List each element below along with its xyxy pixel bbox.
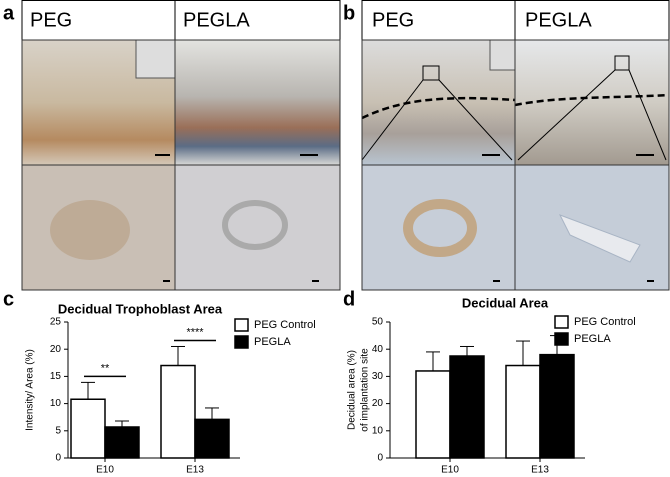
header-box <box>21 0 341 41</box>
y-tick-label: 25 <box>50 317 62 328</box>
zoom-line <box>361 79 424 161</box>
y-tick-label: 15 <box>50 371 62 382</box>
y-axis-label: Decidual area (%) <box>347 350 358 430</box>
legend-label: PEG Control <box>574 316 636 328</box>
y-tick-label: 0 <box>55 453 61 464</box>
boundary <box>514 93 670 107</box>
y-tick-label: 30 <box>372 371 384 382</box>
y-tick-label: 10 <box>372 425 384 436</box>
y-tick-label: 50 <box>372 317 384 328</box>
legend-swatch <box>234 318 249 332</box>
bar <box>415 370 451 459</box>
y-tick-label: 20 <box>50 344 62 355</box>
bar <box>449 355 485 459</box>
x-tick-label: E10 <box>96 465 114 476</box>
zoom-box <box>614 55 630 71</box>
micrograph <box>175 165 340 290</box>
bar <box>505 364 541 459</box>
y-tick-label: 40 <box>372 344 384 355</box>
vessel <box>403 199 477 257</box>
inset <box>135 39 176 79</box>
x-tick-label: E13 <box>186 465 204 476</box>
column-header: PEGLA <box>183 9 250 31</box>
bar <box>70 398 106 459</box>
x-tick-label: E13 <box>531 465 549 476</box>
micrograph <box>362 165 515 290</box>
legend-swatch <box>234 335 249 349</box>
x-tick-label: E10 <box>441 465 459 476</box>
zoom-line <box>517 69 616 161</box>
column-header: PEGLA <box>525 9 592 31</box>
chart-title: Decidual Area <box>462 295 549 310</box>
panel-label: b <box>343 2 355 24</box>
y-tick-label: 20 <box>372 398 384 409</box>
bar <box>539 353 575 459</box>
column-header: PEG <box>30 9 72 31</box>
boundary <box>361 96 516 120</box>
y-axis-label: Intensity/ Area (%) <box>25 349 36 431</box>
bar <box>160 364 196 459</box>
legend-label: PEGLA <box>574 333 611 345</box>
significance-label: ** <box>101 362 110 374</box>
panel-label: a <box>3 2 15 24</box>
bar <box>104 426 140 459</box>
zoom-line <box>438 79 513 161</box>
cell-cluster <box>50 200 130 260</box>
micrograph <box>175 40 340 165</box>
y-tick-label: 5 <box>55 425 61 436</box>
zoom-box <box>422 65 440 81</box>
bar <box>194 418 230 459</box>
zoom-line <box>628 69 667 161</box>
column-header: PEG <box>372 9 414 31</box>
y-tick-label: 0 <box>377 453 383 464</box>
micrograph <box>515 40 669 165</box>
significance-label: **** <box>186 326 204 338</box>
legend-label: PEG Control <box>254 319 316 331</box>
inset <box>489 39 516 71</box>
y-axis-label: of implantation site <box>360 348 371 432</box>
panel-label: c <box>3 288 14 310</box>
chart-title: Decidual Trophoblast Area <box>58 301 223 316</box>
legend-swatch <box>554 315 569 329</box>
vessel <box>222 200 288 250</box>
legend-swatch <box>554 332 569 346</box>
y-tick-label: 10 <box>50 398 62 409</box>
panel-label: d <box>343 288 355 310</box>
legend-label: PEGLA <box>254 336 291 348</box>
vessel <box>558 214 641 263</box>
